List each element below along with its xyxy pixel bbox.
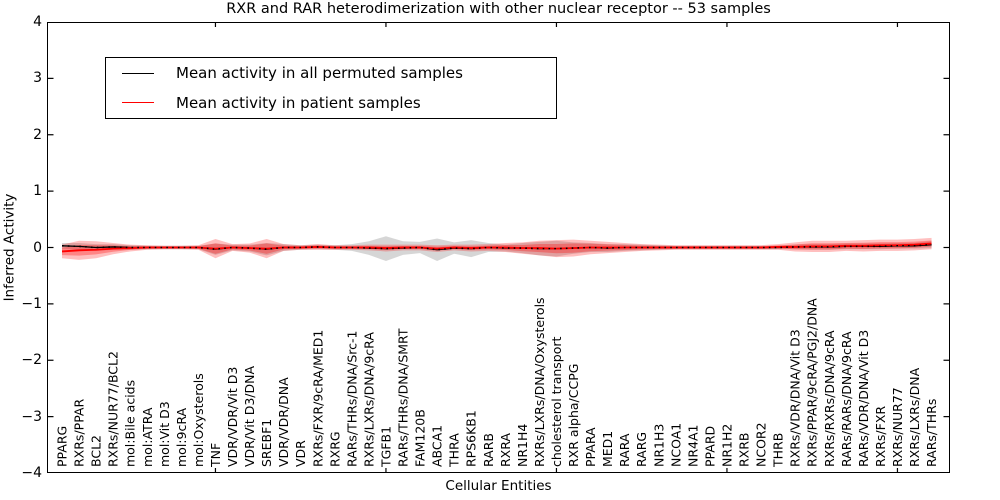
x-category-label: PPARG (55, 426, 70, 467)
x-category-label: RARG (634, 432, 649, 467)
x-category-label: RXRs/NUR77 (890, 387, 905, 467)
y-tick-label: 2 (33, 126, 42, 143)
x-category-label: RARs/THRs/DNA/Src-1 (344, 331, 359, 467)
x-category-label: RARs/THRs/DNA/SMRT (396, 328, 411, 467)
y-tick-label: 0 (33, 239, 42, 256)
x-category-label: RXRs/FXR/9cRA/MED1 (310, 330, 325, 467)
x-category-label: RPS6KB1 (464, 410, 479, 467)
x-category-label: MED1 (600, 431, 615, 467)
x-category-label: RXRG (327, 431, 342, 467)
x-category-label: mol:9cRA (174, 407, 189, 467)
y-tick-label: −4 (21, 465, 42, 481)
x-category-label: VDR/VDR/Vit D3 (225, 367, 240, 467)
x-category-label: NR1H4 (515, 424, 530, 467)
x-category-label: RARs/VDR/DNA/Vit D3 (856, 330, 871, 467)
x-category-label: RXRs/LXRs/DNA/Oxysterols (532, 297, 547, 467)
x-category-label: THRB (771, 433, 786, 468)
x-category-label: RXRs/LXRs/DNA/9cRA (361, 332, 376, 467)
x-category-label: PPARA (583, 427, 598, 467)
x-category-label: mol:ATRA (140, 407, 155, 467)
x-category-label: RXRs/LXRs/DNA (907, 367, 922, 467)
x-category-label: RXR alpha/CCPG (566, 364, 581, 467)
x-category-label: VDR/Vit D3/DNA (242, 366, 257, 467)
x-category-label: RARA (617, 433, 632, 467)
x-category-label: RXRs/PPAR (72, 399, 87, 467)
y-tick-label: −1 (21, 295, 42, 312)
x-category-label: NR4A1 (685, 425, 700, 468)
legend-entry-patient: Mean activity in patient samples (106, 89, 556, 117)
y-tick-label: −3 (21, 408, 42, 425)
plot-area: PPARG RXRs/PPAR BCL2 RXRs/NUR77/BCL2 mol:Bil… (47, 22, 950, 473)
legend-entry-permuted: Mean activity in all permuted samples (106, 59, 556, 87)
x-category-label: mol:Oxysterols (191, 373, 206, 467)
y-tick-label: 3 (33, 70, 42, 87)
x-category-label: NR1H3 (651, 424, 666, 467)
y-tick-label: 1 (33, 183, 42, 200)
x-category-label: RXRs/FXR (873, 406, 888, 467)
x-category-label: SREBF1 (259, 419, 274, 467)
chart-title: RXR and RAR heterodimerization with othe… (226, 1, 771, 17)
permuted-mean-dotted-overlay (61, 243, 932, 251)
x-category-label: RARB (481, 433, 496, 467)
y-tick-label: −2 (21, 352, 42, 369)
x-category-label: RXRs/PPAR/9cRA/PGJ2/DNA (805, 298, 820, 467)
patient-line-swatch (122, 102, 154, 104)
x-category-label: TGFB1 (378, 426, 393, 468)
x-category-label: PPARD (702, 426, 717, 467)
permuted-line-swatch (122, 72, 154, 74)
x-category-label: NCOA1 (668, 423, 683, 467)
x-category-label: RXRs/VDR/DNA/Vit D3 (788, 329, 803, 467)
x-category-label: BCL2 (89, 435, 104, 467)
x-category-label: VDR/VDR/DNA (276, 377, 291, 467)
x-category-label: RARs/RARs/DNA/9cRA (839, 331, 854, 467)
x-category-label: RARs/THRs (924, 399, 939, 467)
chart-canvas: PPARG RXRs/PPAR BCL2 RXRs/NUR77/BCL2 mol:Bil… (47, 22, 950, 473)
permuted-std-band (62, 236, 932, 262)
patient-std-band-outer (62, 237, 932, 260)
x-category-label: cholesterol transport (549, 336, 564, 467)
x-axis-label: Cellular Entities (445, 478, 552, 494)
x-category-label: VDR (293, 440, 308, 467)
y-tick-label: 4 (33, 14, 42, 30)
x-category-label: RXRs/NUR77/BCL2 (106, 351, 121, 467)
x-category-label: RXRs/RXRs/DNA/9cRA (822, 330, 837, 467)
x-category-label: NR1H2 (719, 424, 734, 467)
legend-label: Mean activity in all permuted samples (176, 64, 463, 83)
x-category-label: mol:Vit D3 (157, 401, 172, 467)
x-category-label: THRA (447, 433, 462, 468)
x-category-label: TNF (208, 443, 223, 468)
x-category-label: ABCA1 (430, 425, 445, 467)
legend-label: Mean activity in patient samples (176, 93, 421, 112)
x-category-label: RXRA (498, 433, 513, 467)
x-category-label: mol:Bile acids (123, 380, 138, 467)
x-category-label: NCOR2 (754, 422, 769, 467)
x-category-label: FAM120B (413, 409, 428, 467)
legend-box: Mean activity in all permuted samples Me… (105, 57, 557, 119)
x-category-label: RXRB (737, 432, 752, 467)
